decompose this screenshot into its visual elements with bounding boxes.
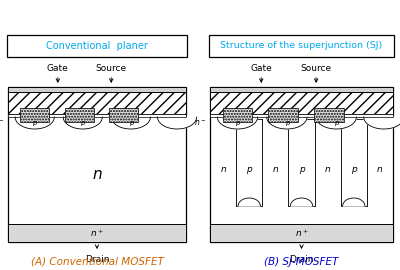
- Text: Structure of the superjunction (SJ): Structure of the superjunction (SJ): [220, 42, 383, 50]
- Polygon shape: [267, 117, 307, 129]
- Text: p: p: [351, 164, 357, 174]
- Bar: [109, 108, 138, 122]
- Text: p: p: [235, 120, 240, 126]
- Bar: [268, 108, 298, 122]
- Bar: [341, 119, 367, 206]
- Polygon shape: [63, 117, 102, 129]
- Bar: [210, 114, 393, 117]
- Bar: [222, 108, 252, 122]
- Polygon shape: [343, 198, 365, 206]
- Text: p: p: [128, 120, 133, 126]
- Text: Gate: Gate: [47, 64, 69, 73]
- Bar: [20, 108, 49, 122]
- Polygon shape: [290, 198, 313, 206]
- Polygon shape: [364, 117, 400, 129]
- Text: $n^+$: $n^+$: [294, 227, 308, 239]
- FancyBboxPatch shape: [209, 35, 394, 57]
- Bar: [65, 108, 94, 122]
- Polygon shape: [217, 117, 258, 129]
- Text: Drain: Drain: [85, 255, 109, 264]
- Text: n: n: [377, 164, 383, 174]
- Text: Drain: Drain: [289, 255, 314, 264]
- Bar: [314, 108, 344, 122]
- Text: Source: Source: [96, 64, 127, 73]
- Polygon shape: [158, 117, 197, 129]
- Text: p: p: [334, 120, 338, 126]
- Bar: [288, 119, 314, 206]
- Text: Gate: Gate: [250, 64, 272, 73]
- Text: n: n: [220, 164, 226, 174]
- Bar: [210, 87, 393, 242]
- Bar: [8, 114, 186, 117]
- Bar: [8, 224, 186, 242]
- Bar: [8, 87, 186, 92]
- Bar: [210, 92, 393, 114]
- Polygon shape: [316, 117, 356, 129]
- Bar: [236, 119, 262, 206]
- Polygon shape: [238, 198, 260, 206]
- Bar: [210, 87, 393, 92]
- Text: n: n: [92, 167, 102, 182]
- Bar: [8, 92, 186, 114]
- Text: $n^-$: $n^-$: [194, 118, 206, 128]
- Text: p: p: [285, 120, 289, 126]
- Text: n: n: [272, 164, 278, 174]
- Text: n: n: [325, 164, 330, 174]
- Text: p: p: [32, 120, 37, 126]
- Text: Conventional  planer: Conventional planer: [46, 41, 148, 51]
- Text: $n^+$: $n^+$: [90, 227, 104, 239]
- Bar: [8, 87, 186, 242]
- Text: (B) SJ-MOSFET: (B) SJ-MOSFET: [264, 257, 339, 267]
- Text: $n^-$: $n^-$: [0, 118, 4, 128]
- Text: (A) Conventional MOSFET: (A) Conventional MOSFET: [30, 257, 164, 267]
- Polygon shape: [15, 117, 54, 129]
- Text: Source: Source: [300, 64, 332, 73]
- Text: p: p: [299, 164, 304, 174]
- Polygon shape: [111, 117, 150, 129]
- FancyBboxPatch shape: [7, 35, 187, 57]
- Text: p: p: [246, 164, 252, 174]
- Text: p: p: [80, 120, 85, 126]
- Bar: [210, 224, 393, 242]
